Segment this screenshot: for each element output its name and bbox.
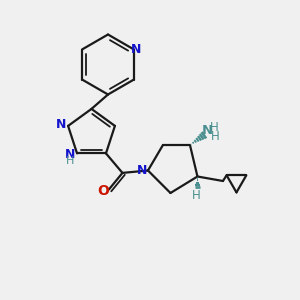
Text: N: N [56, 118, 67, 131]
Text: H: H [66, 156, 75, 166]
Text: N: N [131, 43, 142, 56]
Text: H: H [192, 189, 200, 202]
Text: N: N [65, 148, 76, 160]
Text: N: N [202, 124, 213, 136]
Text: N: N [137, 164, 148, 177]
Text: H: H [210, 121, 219, 134]
Text: O: O [97, 184, 109, 198]
Text: H: H [211, 130, 220, 142]
